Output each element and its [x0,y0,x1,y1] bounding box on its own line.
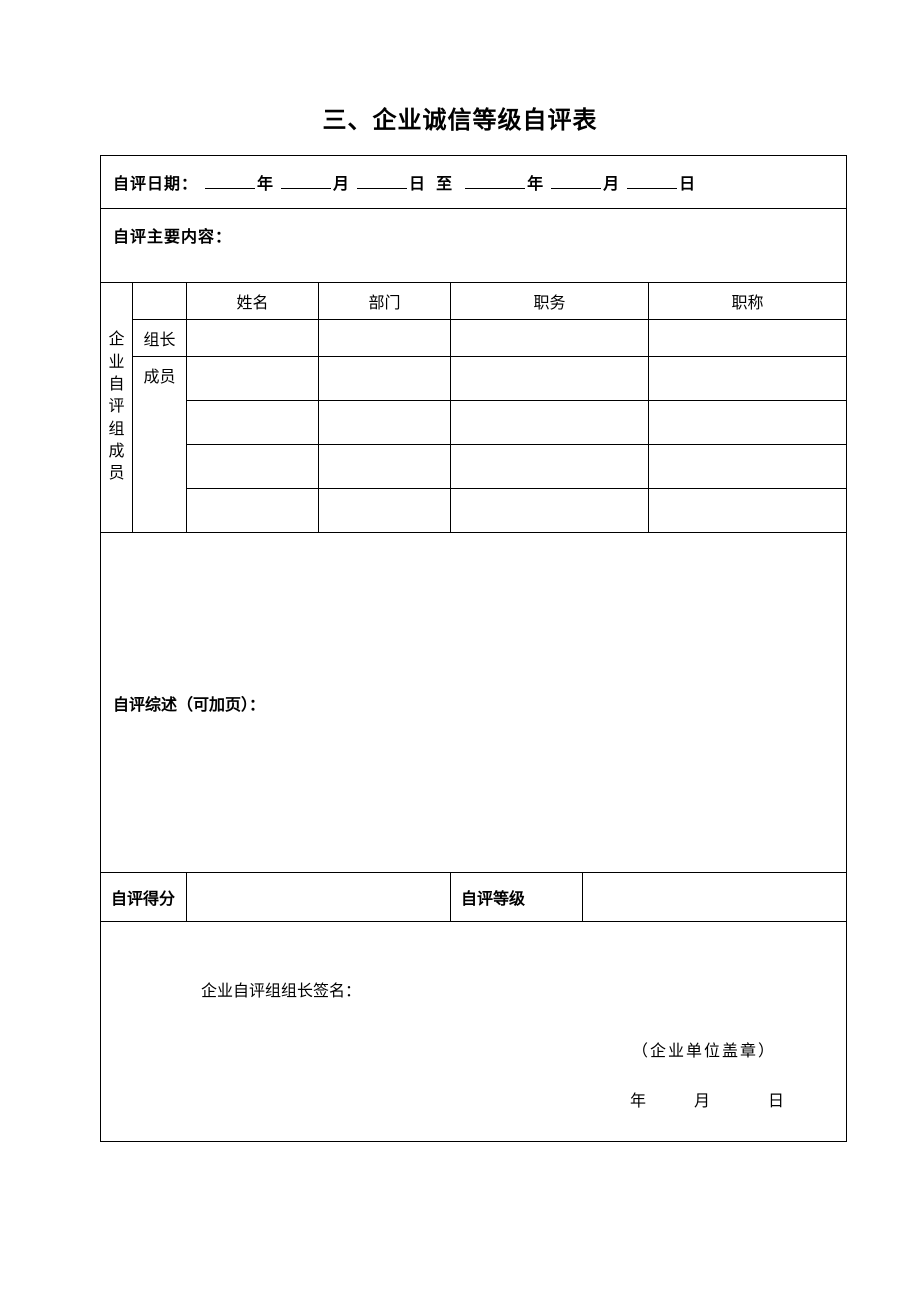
month1-blank[interactable] [281,173,331,189]
member2-name[interactable] [187,401,319,445]
month2-suffix: 月 [603,176,620,193]
date-to: 至 [436,176,453,193]
signature-block: 企业自评组组长签名： （企业单位盖章） 年 月 日 [101,922,847,1142]
leader-name[interactable] [187,320,319,357]
role-member-label: 成员 [133,357,187,533]
col-post-header: 职务 [451,283,649,320]
sign-month: 月 [694,1093,712,1110]
member3-post[interactable] [451,445,649,489]
year1-blank[interactable] [205,173,255,189]
leader-dept[interactable] [319,320,451,357]
year1-suffix: 年 [257,176,274,193]
form-title: 三、企业诚信等级自评表 [100,100,820,135]
main-content-label: 自评主要内容： [101,209,847,283]
day1-blank[interactable] [357,173,407,189]
team-side-label: 企业自评组成员 [101,283,133,533]
team-header-blank [133,283,187,320]
member2-post[interactable] [451,401,649,445]
sign-date: 年 月 日 [590,1087,786,1111]
leader-title[interactable] [649,320,847,357]
leader-post[interactable] [451,320,649,357]
role-leader-label: 组长 [133,320,187,357]
year2-blank[interactable] [465,173,525,189]
sign-day: 日 [768,1093,786,1110]
col-dept-header: 部门 [319,283,451,320]
summary-label: 自评综述（可加页）： [113,697,265,714]
leader-sign-label: 企业自评组组长签名： [201,977,361,1001]
grade-value[interactable] [583,873,847,922]
score-value[interactable] [187,873,451,922]
member1-post[interactable] [451,357,649,401]
score-label: 自评得分 [101,873,187,922]
member1-dept[interactable] [319,357,451,401]
member2-dept[interactable] [319,401,451,445]
summary-area[interactable]: 自评综述（可加页）： [101,533,847,873]
date-label: 自评日期： [113,176,198,193]
day2-suffix: 日 [679,176,696,193]
month1-suffix: 月 [333,176,350,193]
day2-blank[interactable] [627,173,677,189]
self-eval-form-table: 自评日期： 年 月 日 至 年 月 日 自评主要内容： 企业自评组成员 姓名 部… [100,155,847,1142]
date-row: 自评日期： 年 月 日 至 年 月 日 [101,156,847,209]
member3-title[interactable] [649,445,847,489]
day1-suffix: 日 [409,176,426,193]
member2-title[interactable] [649,401,847,445]
year2-suffix: 年 [527,176,544,193]
member4-name[interactable] [187,489,319,533]
member1-title[interactable] [649,357,847,401]
col-title-header: 职称 [649,283,847,320]
member3-dept[interactable] [319,445,451,489]
member1-name[interactable] [187,357,319,401]
member4-title[interactable] [649,489,847,533]
grade-label: 自评等级 [451,873,583,922]
stamp-label: （企业单位盖章） [632,1037,776,1061]
member3-name[interactable] [187,445,319,489]
month2-blank[interactable] [551,173,601,189]
member4-dept[interactable] [319,489,451,533]
member4-post[interactable] [451,489,649,533]
sign-year: 年 [630,1093,648,1110]
col-name-header: 姓名 [187,283,319,320]
